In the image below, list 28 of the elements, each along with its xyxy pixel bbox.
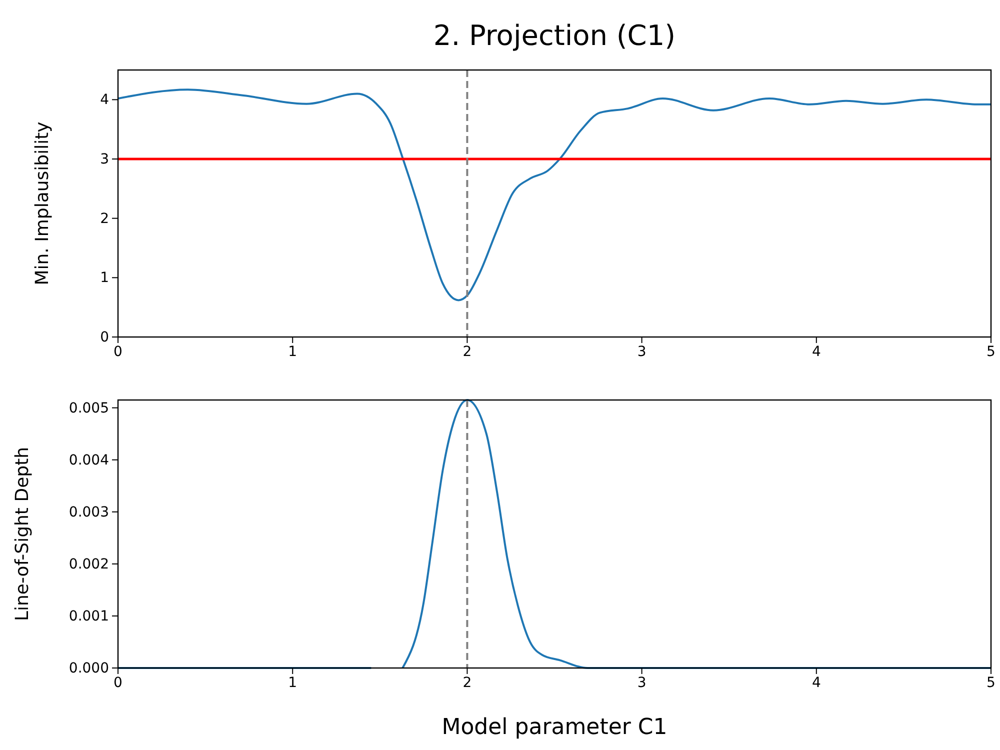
y-tick-label: 0.001 xyxy=(68,608,109,624)
chart-title: 2. Projection (C1) xyxy=(433,19,676,52)
x-tick-label: 3 xyxy=(637,674,646,691)
line-series xyxy=(118,88,991,302)
x-tick-label: 2 xyxy=(462,674,472,691)
y-tick-label: 0.003 xyxy=(68,504,109,520)
x-tick-label: 4 xyxy=(812,674,821,691)
y-tick-label: 0.005 xyxy=(68,400,109,416)
x-tick-label: 3 xyxy=(637,344,646,360)
x-axis-title: Model parameter C1 xyxy=(442,715,668,740)
y-tick-label: 0.004 xyxy=(68,452,110,468)
y-tick-label: 0.002 xyxy=(68,556,109,572)
x-tick-label: 0 xyxy=(114,344,122,360)
y-tick-label: 1 xyxy=(100,270,109,286)
y-tick-label: 0 xyxy=(100,329,109,346)
x-tick-label: 5 xyxy=(986,674,996,691)
y-tick-label: 3 xyxy=(100,151,109,168)
y-tick-label: 0.000 xyxy=(68,660,109,676)
x-tick-label: 1 xyxy=(288,344,298,360)
y-axis-title: Line-of-Sight Depth xyxy=(12,446,33,622)
x-tick-label: 2 xyxy=(462,344,472,360)
x-tick-label: 4 xyxy=(812,344,821,360)
x-tick-label: 1 xyxy=(288,674,298,691)
y-tick-label: 2 xyxy=(100,210,109,227)
y-axis-title: Min. Implausibility xyxy=(32,121,53,286)
x-tick-label: 5 xyxy=(986,344,996,360)
x-tick-label: 0 xyxy=(114,674,122,691)
y-tick-label: 4 xyxy=(100,92,110,108)
